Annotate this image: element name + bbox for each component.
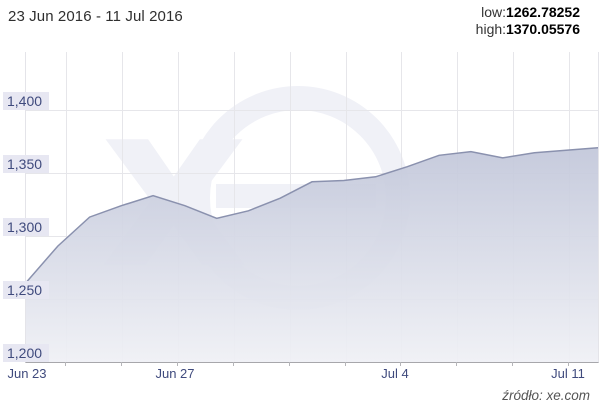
y-axis-label: 1,300: [3, 218, 50, 236]
vertical-gridline: [233, 52, 235, 362]
y-axis-label: 1,400: [3, 92, 50, 110]
horizontal-gridline: [26, 110, 598, 111]
high-value: 1370.05576: [506, 21, 580, 37]
date-range-title: 23 Jun 2016 - 11 Jul 2016: [8, 8, 183, 25]
axis-tick: [65, 362, 66, 366]
axis-tick: [232, 362, 234, 366]
axis-tick: [120, 362, 122, 366]
y-axis-label: 1,250: [3, 281, 50, 299]
axis-tick: [288, 362, 290, 366]
high-row: high:1370.05576: [476, 21, 580, 38]
low-high-panel: low:1262.78252 high:1370.05576: [476, 4, 580, 38]
x-axis-label: Jul 11: [551, 366, 585, 381]
low-label: low:: [481, 4, 507, 20]
axis-tick: [456, 362, 458, 366]
area-fill: [26, 147, 598, 362]
x-axis-label: Jun 27: [155, 366, 195, 381]
price-line: [26, 147, 598, 284]
axis-tick: [568, 362, 570, 366]
axis-tick: [512, 362, 514, 366]
axis-tick: [344, 362, 346, 366]
low-row: low:1262.78252: [476, 4, 580, 21]
y-axis-label: 1,200: [3, 344, 50, 362]
vertical-gridline: [66, 52, 67, 362]
low-value: 1262.78252: [506, 4, 580, 20]
y-axis-label: 1,350: [3, 155, 50, 173]
horizontal-gridline: [26, 173, 598, 174]
axis-tick: [400, 362, 402, 366]
x-axis-label: Jun 23: [7, 366, 47, 381]
chart-plot-area: x: [25, 52, 599, 363]
high-label: high:: [475, 21, 507, 37]
axis-tick: [176, 362, 178, 366]
source-attribution: źródło: xe.com: [502, 388, 590, 403]
x-axis-label: Jul 4: [381, 366, 409, 381]
price-area-chart: [26, 147, 598, 362]
